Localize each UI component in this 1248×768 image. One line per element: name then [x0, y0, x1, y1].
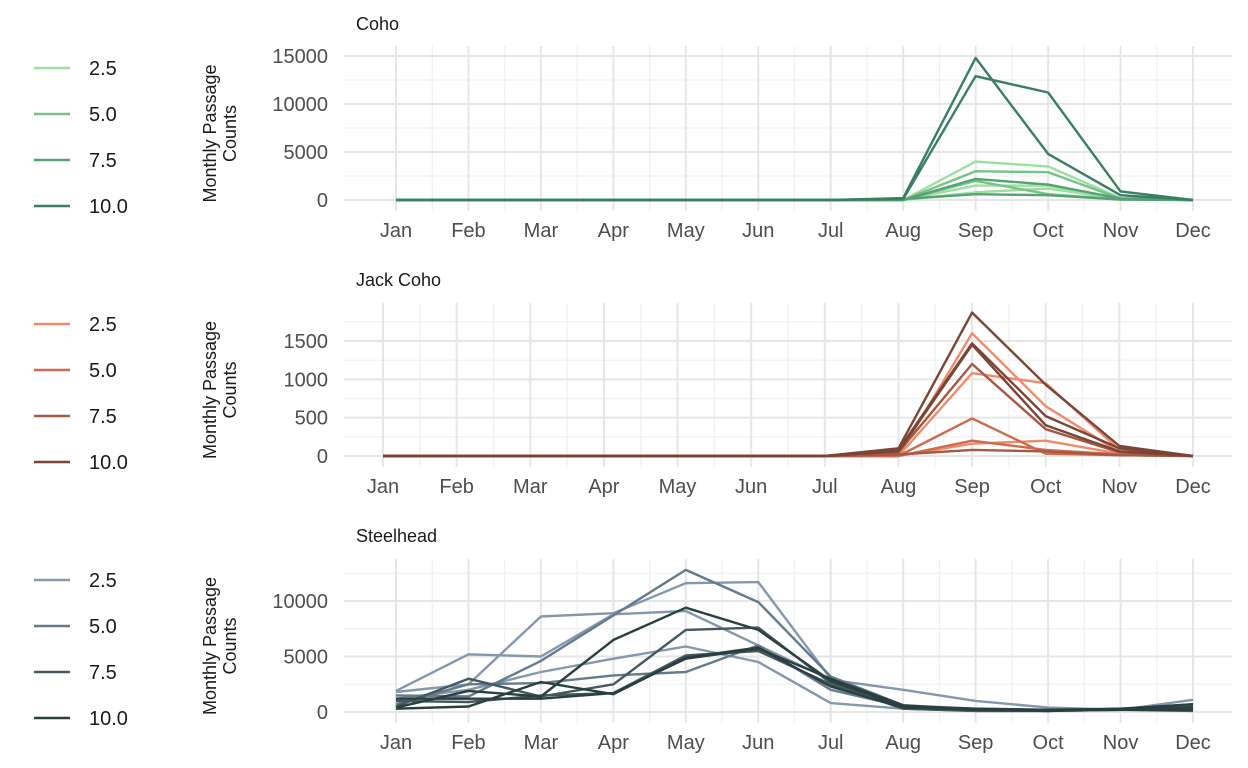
series-line-9	[396, 647, 1193, 711]
panel-title: Steelhead	[356, 526, 437, 546]
y-tick-label: 5000	[284, 142, 329, 164]
x-tick-label: Nov	[1103, 220, 1139, 242]
x-tick-label: Apr	[598, 220, 629, 242]
x-tick-label: Jun	[742, 220, 774, 242]
x-tick-label: Jul	[818, 220, 844, 242]
x-tick-label: Apr	[598, 732, 629, 754]
legend-label: 7.5	[89, 662, 117, 684]
y-tick-label: 500	[295, 408, 328, 430]
x-tick-label: Oct	[1033, 220, 1065, 242]
legend-label: 10.0	[89, 708, 128, 730]
x-tick-label: Jan	[380, 732, 412, 754]
y-tick-label: 15000	[272, 46, 328, 68]
x-tick-label: Feb	[451, 220, 485, 242]
panel-2: Jan Feb Mar Apr May Jun Jul Aug Sep Oct Nov Dec 0 500…	[34, 526, 1232, 754]
grid	[344, 303, 1232, 467]
x-tick-label: Jun	[735, 476, 767, 498]
x-tick-label: Sep	[954, 476, 990, 498]
series-lines	[396, 56, 1194, 202]
legend-label: 7.5	[89, 150, 117, 172]
x-tick-label: May	[667, 732, 705, 754]
x-tick-label: Jul	[818, 732, 844, 754]
x-tick-label: Jun	[742, 732, 774, 754]
legend-label: 5.0	[89, 104, 117, 126]
y-tick-label: 10000	[272, 94, 328, 116]
legend-label: 2.5	[89, 570, 117, 592]
legend: 2.5 5.0 7.5 10.0	[34, 58, 128, 218]
y-tick-label: 0	[317, 446, 328, 468]
legend-label: 2.5	[89, 58, 117, 80]
x-tick-label: Feb	[451, 732, 485, 754]
x-tick-label: Aug	[885, 220, 921, 242]
legend-label: 7.5	[89, 406, 117, 428]
y-tick-label: 1500	[284, 331, 329, 353]
legend: 2.5 5.0 7.5 10.0	[34, 314, 128, 474]
x-tick-label: Jul	[812, 476, 838, 498]
panel-title: Coho	[356, 14, 399, 34]
series-lines	[395, 568, 1194, 713]
x-tick-label: Sep	[958, 220, 994, 242]
series-lines	[383, 311, 1194, 458]
x-tick-label: Apr	[588, 476, 619, 498]
x-tick-label: Aug	[885, 732, 921, 754]
x-tick-label: Jan	[380, 220, 412, 242]
panel-1: Jan Feb Mar Apr May Jun Jul Aug Sep Oct Nov Dec 0 500…	[34, 270, 1232, 498]
y-tick-label: 0	[317, 702, 328, 724]
y-axis-label: Monthly PassageCounts	[200, 321, 240, 459]
x-tick-label: May	[659, 476, 697, 498]
legend-label: 5.0	[89, 616, 117, 638]
legend-label: 5.0	[89, 360, 117, 382]
panel-0: Jan Feb Mar Apr May Jun Jul Aug Sep Oct Nov Dec 0 500…	[34, 14, 1232, 242]
x-tick-label: Mar	[513, 476, 548, 498]
x-tick-label: Mar	[524, 732, 559, 754]
y-tick-label: 5000	[284, 647, 329, 669]
x-tick-label: Nov	[1103, 732, 1139, 754]
legend-label: 10.0	[89, 196, 128, 218]
x-tick-label: Mar	[524, 220, 559, 242]
y-axis-label: Monthly PassageCounts	[200, 64, 240, 202]
x-tick-label: Sep	[958, 732, 994, 754]
x-tick-label: Dec	[1175, 732, 1211, 754]
x-tick-label: Aug	[881, 476, 917, 498]
series-line-8	[396, 74, 1194, 202]
x-tick-label: Jan	[367, 476, 399, 498]
grid	[344, 46, 1232, 211]
x-tick-label: Nov	[1102, 476, 1138, 498]
legend: 2.5 5.0 7.5 10.0	[34, 570, 128, 730]
x-tick-label: Dec	[1175, 476, 1211, 498]
panel-title: Jack Coho	[356, 270, 441, 290]
legend-label: 10.0	[89, 452, 128, 474]
y-tick-label: 0	[317, 190, 328, 212]
x-tick-label: May	[667, 220, 705, 242]
series-line-9	[383, 343, 1194, 458]
x-tick-label: Oct	[1030, 476, 1062, 498]
y-axis-label: Monthly PassageCounts	[200, 577, 240, 715]
y-tick-label: 10000	[272, 591, 328, 613]
x-tick-label: Dec	[1175, 220, 1211, 242]
legend-label: 2.5	[89, 314, 117, 336]
x-tick-label: Oct	[1033, 732, 1065, 754]
x-tick-label: Feb	[439, 476, 473, 498]
y-tick-label: 1000	[284, 369, 329, 391]
